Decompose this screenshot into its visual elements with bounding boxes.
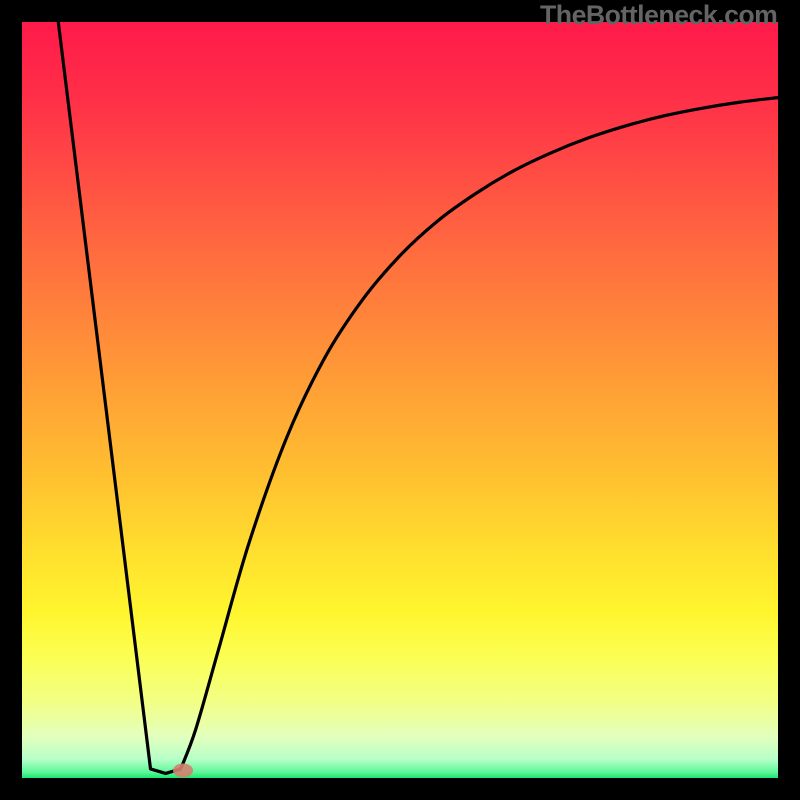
gradient-background — [22, 22, 778, 778]
bottleneck-curve-plot — [22, 22, 778, 778]
watermark-text: TheBottleneck.com — [540, 0, 777, 31]
chart-frame: TheBottleneck.com — [0, 0, 800, 800]
optimal-point-marker — [173, 763, 193, 777]
